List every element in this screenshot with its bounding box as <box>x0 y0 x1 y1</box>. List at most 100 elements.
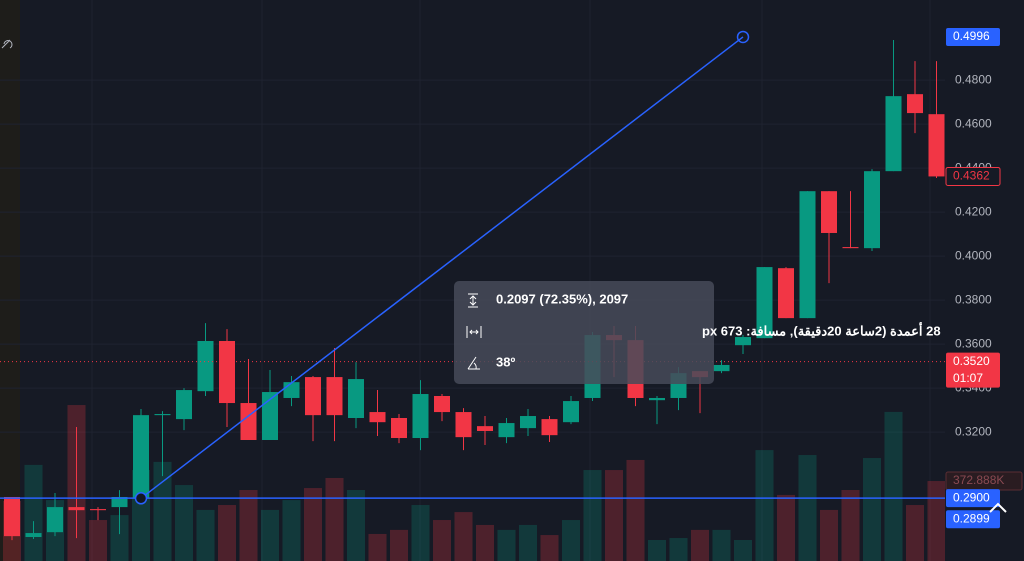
candle-body <box>885 96 902 172</box>
candle-body <box>713 364 730 372</box>
angle: 38º <box>496 354 515 369</box>
eye-icon <box>1 39 13 49</box>
scroll-icon <box>989 502 1007 513</box>
volume-bar <box>906 505 924 561</box>
volume-bar <box>282 500 301 561</box>
y-tick-label: 0.3800 <box>955 292 992 306</box>
measure-tooltip: 0.2097 (72.35%), 2097 28 أعمدة (2ساعة 20… <box>454 281 941 384</box>
volume-badge-label: 372.888K <box>953 473 1004 487</box>
y-tick-label: 0.3600 <box>955 336 992 350</box>
candle-body <box>498 423 515 438</box>
volume-bar <box>110 515 129 561</box>
volume-bar <box>777 494 795 561</box>
price-badge-label: 0.4362 <box>953 169 990 183</box>
volume-bar <box>712 529 731 561</box>
candle-body <box>842 247 859 249</box>
price-range: 0.2097 (72.35%), 2097 <box>496 291 628 306</box>
vertical-grid <box>91 0 931 561</box>
candle-body <box>197 341 214 392</box>
angle-icon <box>467 356 480 370</box>
candle-body <box>864 171 880 249</box>
candle-body <box>219 341 235 404</box>
candle-body <box>262 392 278 440</box>
volume-bar <box>261 509 279 561</box>
volume-bar <box>755 450 774 561</box>
candle-body <box>520 416 536 429</box>
candle-body <box>25 533 42 538</box>
candle-body <box>133 415 149 499</box>
candle-body <box>240 403 257 440</box>
candle-body <box>4 496 20 537</box>
price-badge-label: 0.3520 <box>953 354 990 368</box>
volume-bar <box>605 470 623 561</box>
axis-labels: 0.32000.34000.36000.38000.40000.42000.44… <box>945 27 1023 529</box>
candle-body <box>176 390 192 420</box>
candle-body <box>756 267 773 339</box>
volume-bar <box>153 461 172 561</box>
left-strip <box>0 0 20 561</box>
volume-bar <box>820 509 838 561</box>
candle-body <box>154 414 171 416</box>
volume-bar <box>476 524 494 561</box>
volume-bar <box>583 470 602 561</box>
volume-bar <box>841 489 860 561</box>
candle-body <box>369 412 386 423</box>
volume-bar <box>411 505 430 561</box>
price-badge-label: 0.2899 <box>953 511 990 525</box>
candle-body <box>305 377 321 416</box>
volume-bar <box>218 505 236 561</box>
volume-bar <box>454 512 473 561</box>
y-tick-label: 0.3200 <box>955 424 992 438</box>
candle-body <box>477 426 493 431</box>
volume-bar <box>863 458 881 561</box>
volume-bar <box>927 481 946 561</box>
tooltip-box <box>454 281 714 384</box>
price-axis <box>945 0 1024 561</box>
y-tick-label: 0.4000 <box>955 248 992 262</box>
volume-bar <box>239 489 258 561</box>
volume-bar <box>24 464 43 561</box>
candle-body <box>541 419 558 436</box>
volume-bar <box>304 488 322 561</box>
candle-body <box>283 382 300 398</box>
candle-body <box>68 507 85 511</box>
candle-body <box>799 191 816 319</box>
trend-handle <box>134 492 148 505</box>
volume-bar <box>798 455 817 561</box>
candle-body <box>412 394 429 439</box>
candle-body <box>348 379 364 418</box>
price-badge-label: 01:07 <box>953 371 983 385</box>
price-badge <box>946 27 1000 46</box>
candle-body <box>434 396 450 413</box>
candle-body <box>90 509 106 511</box>
candle-body <box>735 337 751 346</box>
candle-body <box>47 507 63 533</box>
bars-range: 28 أعمدة (2ساعة 20دقيقة), مسافة: 673 px <box>702 322 941 338</box>
volume-bar <box>325 477 344 561</box>
candle-body <box>563 401 579 423</box>
volume-bar <box>884 411 903 561</box>
volume-bar <box>540 535 559 561</box>
volume-bar <box>347 489 365 561</box>
candle-body <box>778 268 794 319</box>
price-badge <box>945 166 1001 186</box>
volume-bar <box>89 520 107 561</box>
candle-body <box>821 191 837 233</box>
price-badge-label: 0.4996 <box>953 29 990 43</box>
volume-bar <box>433 520 451 561</box>
volume-bar <box>390 529 408 561</box>
volume-bar <box>648 539 666 561</box>
candle-body <box>928 114 945 177</box>
candle-body <box>391 418 407 439</box>
y-tick-label: 0.4800 <box>955 72 992 86</box>
y-tick-label: 0.4600 <box>955 116 992 130</box>
candle-body <box>455 412 472 438</box>
volume-bar <box>519 524 537 561</box>
volume-bar <box>669 538 688 561</box>
volume-bar <box>691 529 709 561</box>
y-tick-label: 0.4200 <box>955 204 992 218</box>
volume-bar <box>626 459 645 561</box>
volume-bar <box>368 533 387 561</box>
bars-icon <box>466 326 482 338</box>
